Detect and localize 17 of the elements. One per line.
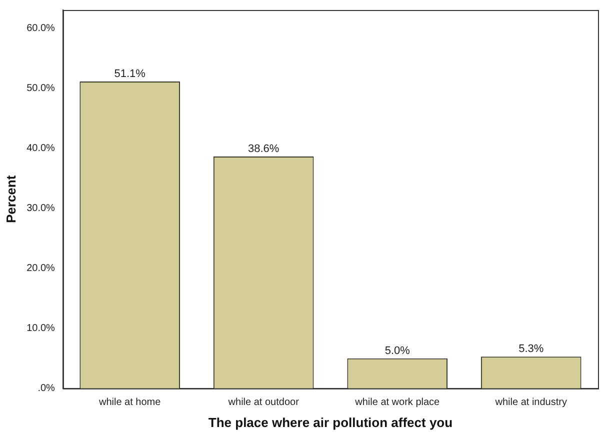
y-tick-label: 20.0% xyxy=(26,263,56,274)
x-tick-label: while at home xyxy=(98,397,162,408)
data-label: 5.3% xyxy=(518,343,544,356)
x-tick-label: while at industry xyxy=(494,397,567,408)
y-tick-label: 50.0% xyxy=(26,82,56,94)
y-tick-label: 10.0% xyxy=(26,323,56,334)
x-axis-title: The place where air pollution affect you xyxy=(208,414,453,430)
data-label: 38.6% xyxy=(248,143,280,156)
y-tick-label: .0% xyxy=(38,383,56,394)
y-tick-label: 40.0% xyxy=(26,142,56,154)
x-tick-label: while at outdoor xyxy=(227,397,300,408)
data-label: 51.1% xyxy=(114,68,146,80)
y-axis-title: Percent xyxy=(3,174,18,224)
data-label: 5.0% xyxy=(384,344,410,357)
y-tick-label: 30.0% xyxy=(26,202,56,214)
y-tick-label: 60.0% xyxy=(26,22,56,34)
x-tick-label: while at work place xyxy=(354,397,440,408)
